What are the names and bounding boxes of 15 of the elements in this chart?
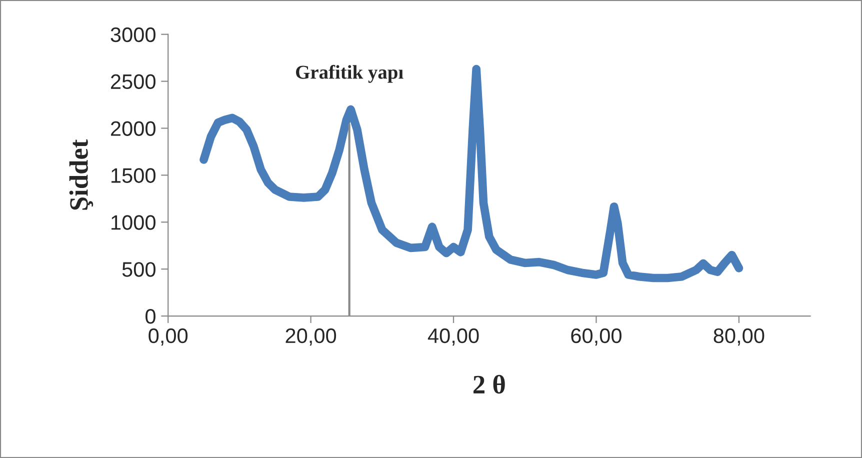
annotation: Grafitik yapı xyxy=(296,64,404,83)
y-tick-label: 3000 xyxy=(110,27,156,42)
y-axis-title: Şiddet xyxy=(69,139,94,210)
y-tick-label: 500 xyxy=(122,262,156,277)
x-tick-label: 40,00 xyxy=(428,328,479,346)
x-tick-label: 0,00 xyxy=(148,328,188,346)
x-tick-label: 80,00 xyxy=(714,328,764,346)
y-tick-label: 2000 xyxy=(110,121,156,136)
y-tick-label: 1000 xyxy=(112,215,156,230)
y-tick-label: 0 xyxy=(146,309,156,324)
x-tick-label: 20,00 xyxy=(286,328,336,346)
y-tick-label: 2500 xyxy=(110,74,156,90)
x-tick-label: 60,00 xyxy=(571,328,622,346)
x-axis-title: 2 θ xyxy=(474,374,505,394)
y-tick-label: 1500 xyxy=(112,168,156,183)
